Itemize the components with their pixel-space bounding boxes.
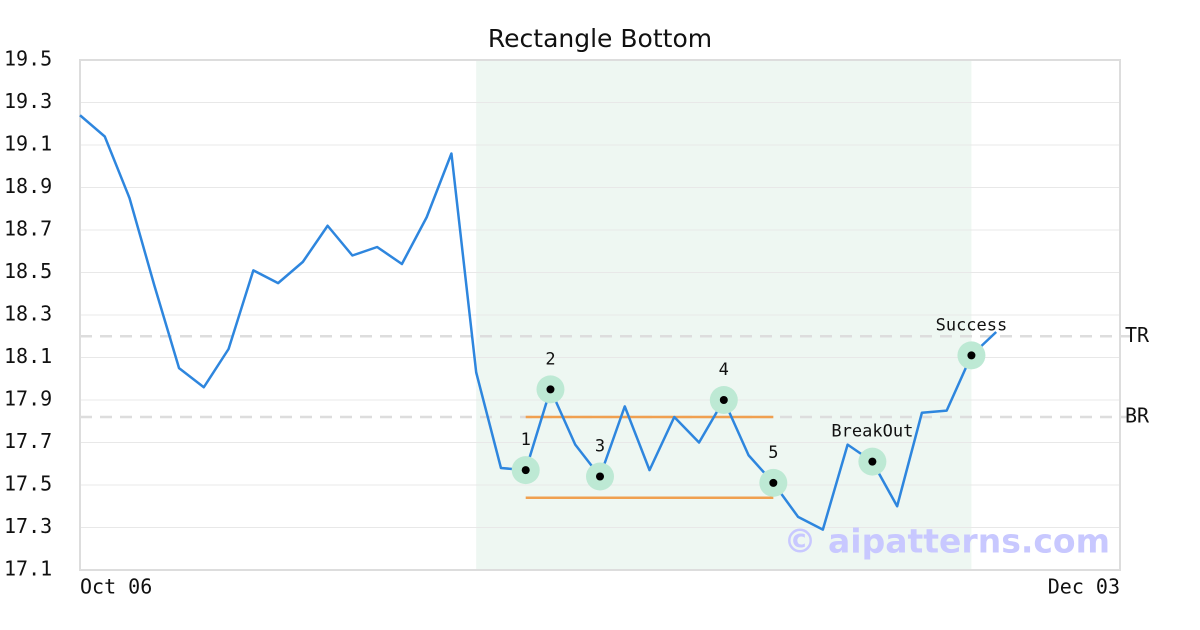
annotation-label: Success <box>936 315 1008 335</box>
annotation-label: 2 <box>545 349 555 369</box>
watermark: © aipatterns.com <box>784 522 1110 561</box>
annotation-label: 3 <box>595 437 605 457</box>
y-tick-label: 17.5 <box>4 472 52 496</box>
pattern-point <box>596 472 604 481</box>
pattern-point <box>719 396 728 404</box>
chart-title: Rectangle Bottom <box>488 24 712 53</box>
y-tick-label: 19.1 <box>4 132 52 156</box>
y-tick-label: 18.9 <box>4 174 52 198</box>
pattern-point <box>769 478 778 487</box>
y-tick-label: 18.3 <box>4 302 52 326</box>
annotation-label: BreakOut <box>831 422 913 442</box>
annotation-label: 4 <box>719 360 729 380</box>
y-tick-label: 18.5 <box>4 259 52 283</box>
x-tick-label: Oct 06 <box>80 575 152 599</box>
plot-frame <box>79 59 1121 571</box>
y-tick-label: 17.7 <box>4 429 52 453</box>
pattern-point <box>967 351 976 360</box>
annotation-label: 5 <box>768 443 778 463</box>
reference-label: TR <box>1125 323 1150 347</box>
y-tick-label: 18.1 <box>4 344 52 368</box>
y-tick-label: 17.9 <box>4 387 52 411</box>
y-tick-label: 19.3 <box>4 89 52 113</box>
y-tick-label: 19.5 <box>4 47 52 71</box>
pattern-point <box>868 457 877 466</box>
y-tick-label: 17.3 <box>4 514 52 538</box>
y-tick-label: 17.1 <box>4 557 52 581</box>
reference-label: BR <box>1125 404 1150 428</box>
annotation-label: 1 <box>521 430 531 450</box>
pattern-point <box>521 466 530 475</box>
pattern-point <box>546 385 555 394</box>
y-tick-label: 18.7 <box>4 217 52 241</box>
price-line <box>79 114 998 531</box>
x-tick-label: Dec 03 <box>1048 575 1120 599</box>
